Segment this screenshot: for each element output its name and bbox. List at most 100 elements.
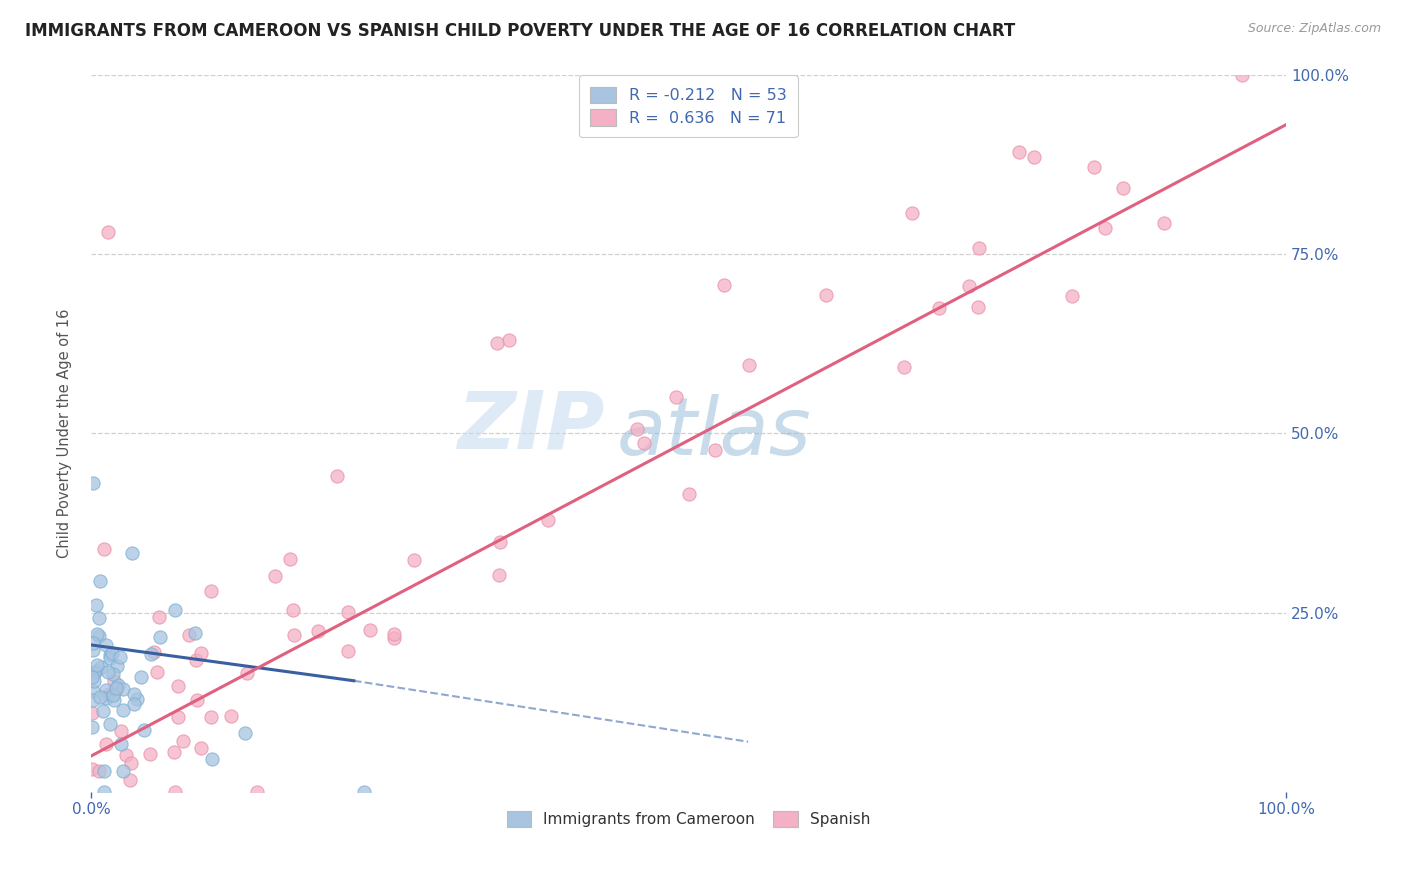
Point bbox=[233, 726, 256, 740]
Point bbox=[665, 390, 688, 404]
Point bbox=[967, 241, 990, 255]
Point bbox=[86, 657, 108, 672]
Point bbox=[498, 333, 520, 347]
Point bbox=[111, 703, 134, 717]
Point bbox=[200, 710, 222, 724]
Point bbox=[89, 690, 111, 704]
Point bbox=[129, 670, 152, 684]
Point bbox=[900, 205, 922, 219]
Point bbox=[149, 630, 172, 644]
Point bbox=[93, 785, 115, 799]
Point bbox=[115, 748, 138, 763]
Point bbox=[89, 574, 111, 589]
Point bbox=[86, 627, 108, 641]
Point bbox=[485, 336, 508, 351]
Point bbox=[110, 737, 132, 751]
Point bbox=[184, 653, 207, 667]
Point bbox=[264, 569, 287, 583]
Point bbox=[283, 603, 305, 617]
Point bbox=[89, 764, 111, 779]
Point bbox=[928, 301, 950, 315]
Point bbox=[186, 693, 208, 707]
Point bbox=[307, 624, 329, 638]
Point bbox=[190, 740, 212, 755]
Point bbox=[82, 693, 104, 707]
Point bbox=[402, 553, 425, 567]
Point bbox=[84, 665, 107, 679]
Point bbox=[94, 691, 117, 706]
Point bbox=[190, 646, 212, 660]
Point bbox=[353, 785, 375, 799]
Point bbox=[105, 683, 128, 698]
Point bbox=[110, 723, 132, 738]
Point bbox=[1060, 289, 1083, 303]
Text: atlas: atlas bbox=[617, 394, 811, 472]
Point bbox=[1083, 160, 1105, 174]
Point bbox=[488, 568, 510, 582]
Text: ZIP: ZIP bbox=[457, 387, 605, 465]
Point bbox=[100, 650, 122, 665]
Point bbox=[146, 665, 169, 680]
Point bbox=[678, 487, 700, 501]
Point bbox=[98, 648, 121, 662]
Point bbox=[278, 552, 301, 566]
Point bbox=[97, 665, 120, 680]
Point bbox=[97, 687, 120, 701]
Point bbox=[1008, 145, 1031, 159]
Point bbox=[337, 644, 360, 658]
Point bbox=[96, 683, 118, 698]
Point bbox=[201, 751, 224, 765]
Point bbox=[893, 359, 915, 374]
Legend: Immigrants from Cameroon, Spanish: Immigrants from Cameroon, Spanish bbox=[499, 804, 877, 835]
Point bbox=[713, 278, 735, 293]
Point bbox=[107, 677, 129, 691]
Point bbox=[104, 681, 127, 695]
Text: IMMIGRANTS FROM CAMEROON VS SPANISH CHILD POVERTY UNDER THE AGE OF 16 CORRELATIO: IMMIGRANTS FROM CAMEROON VS SPANISH CHIL… bbox=[25, 22, 1015, 40]
Point bbox=[108, 649, 131, 664]
Point bbox=[112, 681, 135, 696]
Y-axis label: Child Poverty Under the Age of 16: Child Poverty Under the Age of 16 bbox=[58, 309, 72, 558]
Point bbox=[148, 610, 170, 624]
Point bbox=[91, 704, 114, 718]
Point bbox=[139, 648, 162, 662]
Point bbox=[626, 421, 648, 435]
Point bbox=[83, 673, 105, 688]
Point bbox=[98, 717, 121, 731]
Point bbox=[122, 697, 145, 711]
Point bbox=[246, 785, 269, 799]
Point bbox=[177, 627, 200, 641]
Point bbox=[103, 692, 125, 706]
Point bbox=[139, 747, 162, 761]
Point bbox=[112, 764, 135, 778]
Point bbox=[103, 674, 125, 689]
Point bbox=[82, 476, 104, 491]
Point bbox=[1230, 68, 1253, 82]
Point bbox=[122, 687, 145, 701]
Point bbox=[120, 756, 142, 770]
Point bbox=[125, 692, 148, 706]
Point bbox=[90, 660, 112, 674]
Point bbox=[167, 679, 190, 693]
Point bbox=[382, 627, 405, 641]
Point bbox=[967, 300, 990, 314]
Point bbox=[82, 642, 104, 657]
Point bbox=[87, 629, 110, 643]
Point bbox=[184, 626, 207, 640]
Point bbox=[337, 605, 360, 619]
Point bbox=[382, 631, 405, 645]
Point bbox=[101, 688, 124, 702]
Point bbox=[94, 737, 117, 751]
Point bbox=[488, 535, 510, 549]
Point bbox=[163, 745, 186, 759]
Point bbox=[957, 279, 980, 293]
Point bbox=[83, 666, 105, 681]
Point bbox=[82, 670, 104, 684]
Point bbox=[82, 683, 104, 698]
Point bbox=[163, 603, 186, 617]
Point bbox=[84, 599, 107, 613]
Point bbox=[93, 764, 115, 778]
Point bbox=[1094, 221, 1116, 235]
Point bbox=[814, 288, 837, 302]
Point bbox=[1112, 180, 1135, 194]
Point bbox=[359, 623, 381, 637]
